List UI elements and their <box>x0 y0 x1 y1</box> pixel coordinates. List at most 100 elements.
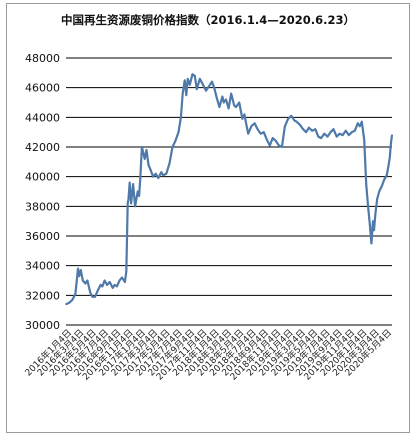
chart-title: 中国再生资源废铜价格指数（2016.1.4—2020.6.23） <box>61 13 355 27</box>
data-point <box>263 131 265 133</box>
data-point <box>191 73 194 76</box>
data-point <box>332 128 335 130</box>
data-point <box>154 172 157 175</box>
data-point <box>256 128 259 130</box>
series-layer <box>65 73 394 306</box>
data-point <box>253 122 256 125</box>
data-point <box>335 135 338 138</box>
data-point <box>381 184 383 187</box>
data-point <box>205 89 207 92</box>
data-point <box>241 118 244 120</box>
data-point <box>374 213 377 215</box>
data-point <box>160 171 163 173</box>
data-point <box>124 281 126 283</box>
data-point <box>378 190 381 193</box>
y-tick-label: 48000 <box>25 52 60 65</box>
data-point <box>145 149 148 151</box>
data-point <box>121 276 123 279</box>
data-point <box>243 113 246 116</box>
y-tick-label: 42000 <box>25 141 60 154</box>
data-point <box>194 75 196 77</box>
data-point <box>373 229 375 231</box>
data-point <box>136 190 139 193</box>
data-point <box>108 281 111 283</box>
data-point <box>132 183 134 185</box>
data-point <box>323 132 326 135</box>
data-point <box>147 164 150 166</box>
data-point <box>238 101 240 104</box>
data-point <box>116 285 118 288</box>
data-point <box>361 121 363 123</box>
data-point <box>185 94 188 96</box>
data-point <box>171 146 174 148</box>
data-point <box>94 296 96 298</box>
data-point <box>320 137 322 139</box>
data-point <box>101 285 104 288</box>
data-point <box>341 134 344 136</box>
data-point <box>390 141 392 144</box>
data-point <box>275 140 277 142</box>
data-point <box>186 78 189 80</box>
gridlines <box>66 57 392 326</box>
data-point <box>125 270 128 273</box>
data-point <box>338 132 341 135</box>
data-point <box>106 284 108 286</box>
data-point <box>82 279 84 282</box>
data-point <box>80 269 82 271</box>
data-point <box>196 88 198 90</box>
data-point <box>223 101 225 104</box>
data-point <box>138 195 140 197</box>
data-point <box>389 156 391 159</box>
data-point <box>143 158 146 160</box>
data-point <box>363 138 366 141</box>
data-point <box>211 80 213 83</box>
data-point <box>162 174 164 176</box>
data-point <box>314 128 317 130</box>
data-point <box>128 181 131 184</box>
data-point <box>202 83 204 86</box>
data-point <box>367 207 370 209</box>
data-point <box>293 119 296 122</box>
data-point <box>174 140 177 142</box>
data-point <box>354 129 356 132</box>
y-tick-label: 36000 <box>25 230 60 243</box>
data-point <box>218 106 221 108</box>
data-point <box>183 79 186 82</box>
data-point <box>344 129 347 132</box>
data-point <box>281 146 283 148</box>
data-point <box>278 144 280 147</box>
data-point <box>284 125 286 127</box>
data-point <box>259 132 262 135</box>
y-tick-label: 46000 <box>25 82 60 95</box>
data-point <box>152 175 154 178</box>
data-point <box>216 97 218 99</box>
data-point <box>71 299 74 301</box>
data-point <box>150 169 152 172</box>
data-point <box>91 296 94 298</box>
data-point <box>295 121 298 123</box>
data-point <box>287 118 289 120</box>
data-point <box>376 198 379 200</box>
chart-frame <box>6 3 410 433</box>
data-point <box>86 279 89 282</box>
data-point <box>118 279 121 282</box>
data-point <box>111 287 114 289</box>
data-point <box>221 95 224 98</box>
data-point <box>383 178 386 181</box>
x-axis-tick-labels: 2016年1月4日2016年3月4日2016年5月4日2016年7月4日2016… <box>22 327 394 383</box>
data-point <box>99 284 102 286</box>
y-tick-label: 40000 <box>25 171 60 184</box>
data-point <box>227 107 230 110</box>
data-point <box>357 122 359 125</box>
data-point <box>126 242 128 245</box>
data-point <box>199 78 201 80</box>
data-point <box>370 242 373 245</box>
data-point <box>126 202 129 205</box>
data-point <box>247 132 249 135</box>
data-point <box>308 126 310 129</box>
data-point <box>65 303 67 306</box>
data-point <box>225 98 227 101</box>
data-point <box>68 302 70 304</box>
data-point <box>113 284 116 286</box>
data-point <box>250 125 253 127</box>
